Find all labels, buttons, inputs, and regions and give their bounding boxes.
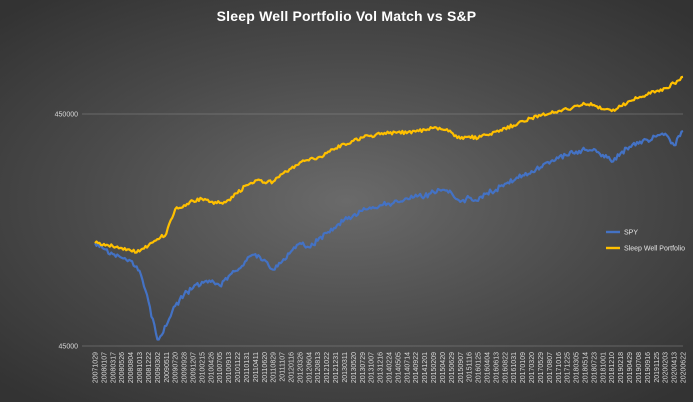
- x-tick-label: 20130520: [351, 352, 358, 383]
- x-tick-label: 20110411: [253, 352, 260, 382]
- x-tick-label: 20180514: [583, 352, 590, 383]
- x-tick-label: 20170529: [538, 352, 545, 383]
- x-tick-label: 20100705: [217, 352, 224, 383]
- series-line-sleep-well: [94, 75, 684, 254]
- x-tick-label: 20081013: [137, 352, 144, 383]
- x-tick-label: 20140714: [404, 352, 411, 383]
- legend-label-spy: SPY: [624, 230, 638, 237]
- x-tick-label: 20110131: [244, 352, 251, 383]
- series-line-spy: [94, 129, 684, 341]
- x-tick-label: 20191125: [654, 352, 661, 383]
- x-tick-label: 20071029: [93, 352, 100, 383]
- x-tick-label: 20190218: [618, 352, 625, 383]
- x-tick-label: 20080804: [128, 352, 135, 383]
- x-tick-label: 20140922: [413, 352, 420, 383]
- x-tick-label: 20121231: [333, 352, 340, 383]
- x-tick-label: 20150629: [449, 352, 456, 383]
- x-tick-label: 20170109: [520, 352, 527, 383]
- legend-label-sleep-well: Sleep Well Portfolio: [624, 246, 685, 253]
- x-tick-label: 20150209: [431, 352, 438, 383]
- x-tick-label: 20190916: [645, 352, 652, 383]
- x-tick-label: 20170807: [547, 352, 554, 383]
- x-tick-label: 20101122: [235, 352, 242, 383]
- x-tick-label: 20131007: [369, 352, 376, 383]
- x-tick-label: 20140224: [387, 352, 394, 383]
- x-tick-label: 20200622: [681, 352, 688, 383]
- x-tick-label: 20121022: [324, 352, 331, 383]
- x-tick-label: 20160404: [485, 352, 492, 383]
- x-tick-label: 20160822: [502, 352, 509, 383]
- x-tick-label: 20080107: [101, 352, 108, 383]
- x-tick-label: 20080317: [110, 352, 117, 383]
- x-tick-label: 20161031: [511, 352, 518, 383]
- x-tick-label: 20090302: [155, 352, 162, 383]
- x-tick-label: 20131216: [378, 352, 385, 383]
- chart-title: Sleep Well Portfolio Vol Match vs S&P: [216, 8, 477, 24]
- x-tick-label: 20180305: [574, 352, 581, 383]
- x-tick-label: 20130311: [342, 352, 349, 383]
- x-tick-label: 20200413: [672, 352, 679, 383]
- x-tick-label: 20080526: [119, 352, 126, 383]
- x-tick-label: 20140505: [395, 352, 402, 383]
- x-tick-label: 20100215: [199, 352, 206, 383]
- x-tick-label: 20160125: [476, 352, 483, 383]
- x-tick-label: 20160613: [493, 352, 500, 383]
- x-tick-label: 20130729: [360, 352, 367, 383]
- x-tick-label: 20150907: [458, 352, 465, 383]
- x-tick-label: 20171016: [556, 352, 563, 383]
- x-tick-label: 20110620: [262, 352, 269, 383]
- x-tick-label: 20200203: [663, 352, 670, 383]
- x-tick-label: 20120326: [297, 352, 304, 383]
- x-tick-label: 20090511: [164, 352, 171, 383]
- x-tick-label: 20091207: [191, 352, 198, 383]
- x-tick-label: 20170320: [529, 352, 536, 383]
- x-tick-label: 20111107: [280, 352, 287, 382]
- x-tick-label: 20151116: [467, 352, 474, 382]
- x-tick-label: 20181001: [600, 352, 607, 383]
- x-tick-label: 20100913: [226, 352, 233, 383]
- x-tick-label: 20150420: [440, 352, 447, 383]
- x-tick-label: 20171225: [565, 352, 572, 383]
- x-tick-label: 20120116: [289, 352, 296, 383]
- x-tick-label: 20090720: [173, 352, 180, 383]
- x-tick-label: 20141201: [422, 352, 429, 383]
- y-tick-label: 450000: [55, 112, 78, 119]
- x-tick-label: 20110829: [271, 352, 278, 383]
- x-tick-label: 20190429: [627, 352, 634, 383]
- x-tick-label: 20081222: [146, 352, 153, 383]
- y-tick-label: 45000: [59, 344, 79, 351]
- x-tick-label: 20120813: [315, 352, 322, 383]
- x-tick-label: 20181210: [609, 352, 616, 383]
- x-tick-label: 20190708: [636, 352, 643, 383]
- x-tick-label: 20120604: [306, 352, 313, 383]
- x-tick-label: 20090928: [182, 352, 189, 383]
- x-tick-label: 20180723: [591, 352, 598, 383]
- x-tick-label: 20100426: [208, 352, 215, 383]
